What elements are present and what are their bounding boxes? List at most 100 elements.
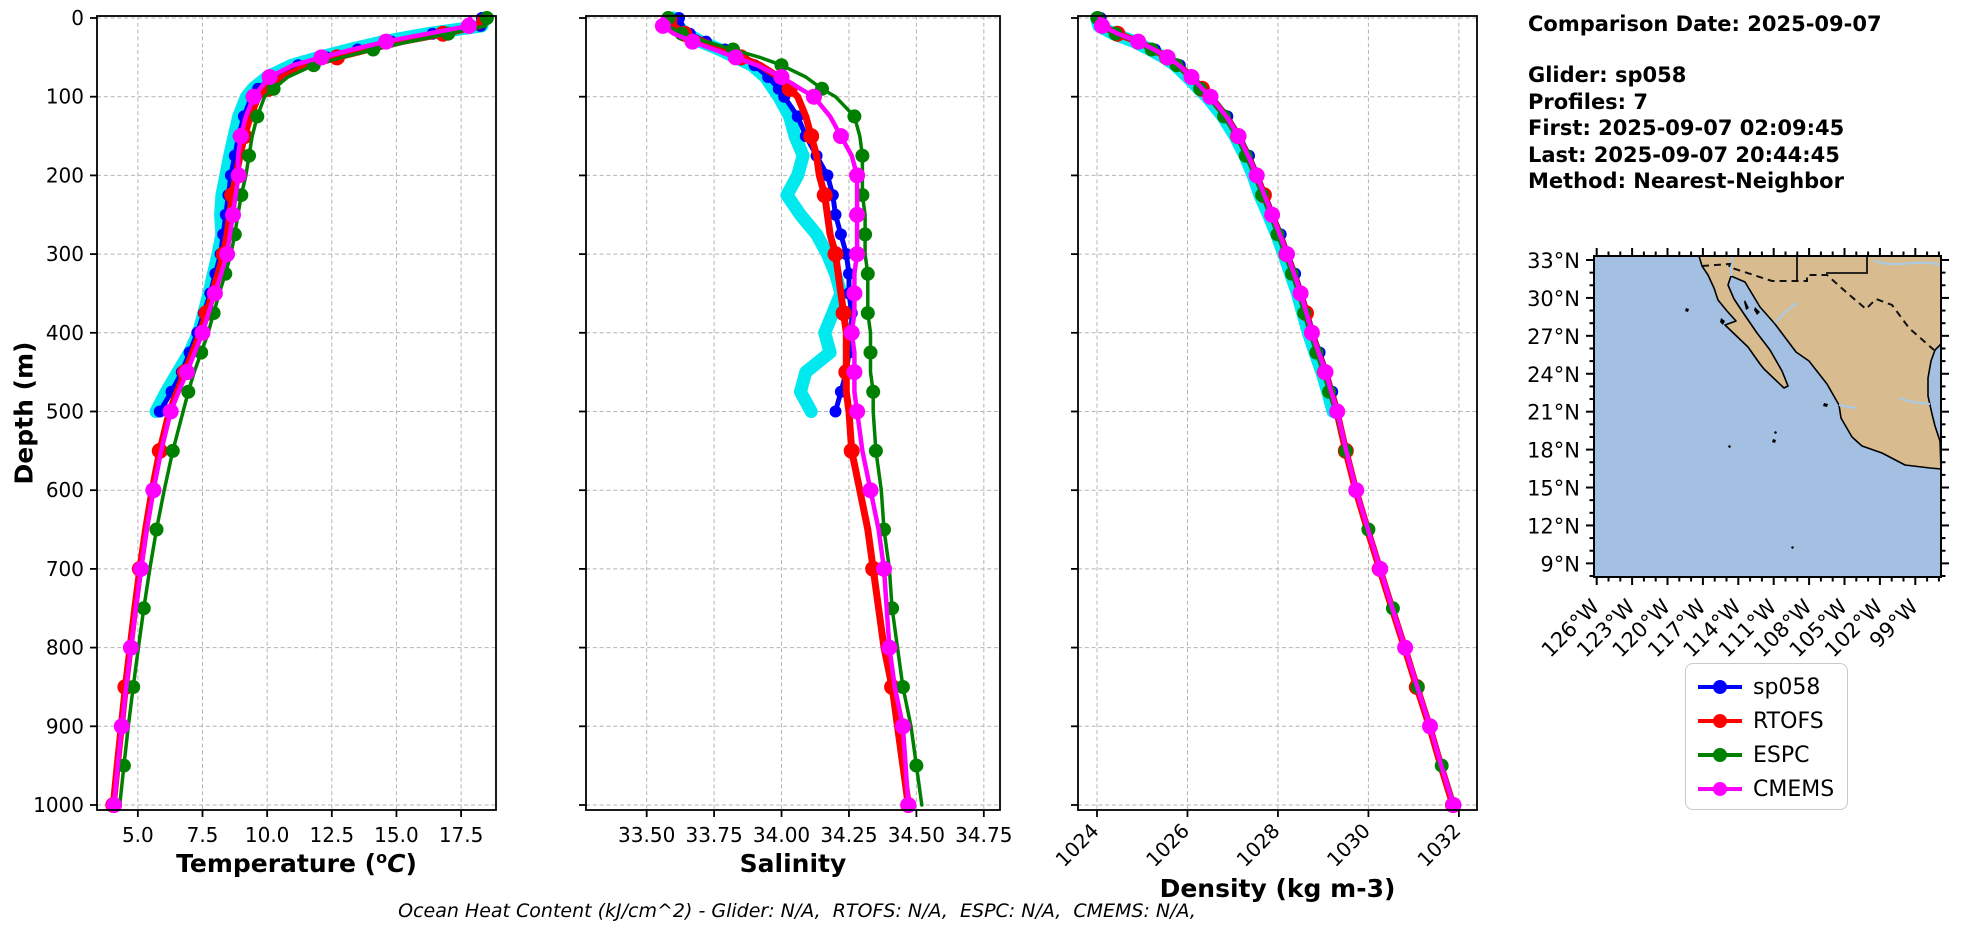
depth-tick-label: 800 (46, 636, 84, 660)
map-lat-label: 18°N (1527, 439, 1580, 463)
map-island (1685, 308, 1689, 312)
tick-marks (90, 17, 462, 817)
legend: sp058 RTOFS ESPC CMEMS (1685, 663, 1848, 810)
depth-tick-label: 400 (46, 321, 84, 345)
series-glider-raw (667, 11, 848, 418)
legend-label: RTOFS (1753, 708, 1824, 734)
series-CMEMS (654, 15, 917, 813)
depth-tick-label: 1000 (33, 793, 84, 817)
x-tick-label: 1024 (1051, 819, 1104, 872)
series-RTOFS (1095, 14, 1461, 813)
legend-item-sp058: sp058 (1696, 670, 1847, 704)
depth-tick-label: 500 (46, 400, 84, 424)
map-lat-label: 12°N (1527, 514, 1580, 538)
glider-name-text: Glider: sp058 (1528, 63, 1687, 87)
x-tick-label: 34.75 (955, 823, 1012, 847)
map-island (1772, 439, 1776, 443)
grid (97, 16, 496, 810)
series-CMEMS-markers (654, 17, 917, 813)
series-sp058-markers (1094, 12, 1345, 418)
tick-marks (1071, 17, 1460, 817)
map-island (1744, 300, 1749, 310)
x-tick-label: 1030 (1322, 819, 1375, 872)
series-ESPC-markers (116, 11, 494, 773)
legend-marker-icon (1698, 748, 1742, 762)
glider-info-group: Glider: sp058 Profiles: 7 First: 2025-09… (1528, 62, 1968, 195)
depth-axis-label: Depth (m) (9, 341, 39, 485)
density-panel: 1024 1026 1028 1030 1032 Density (kg m-3) (1051, 11, 1478, 903)
map-island (1823, 403, 1828, 407)
legend-label: CMEMS (1753, 776, 1835, 802)
info-panel: Comparison Date: 2025-09-07 Glider: sp05… (1528, 12, 1968, 195)
legend-label: ESPC (1753, 742, 1810, 768)
legend-item-CMEMS: CMEMS (1696, 772, 1847, 806)
temperature-axes-frame (96, 15, 497, 811)
map-lat-label: 27°N (1527, 325, 1580, 349)
last-profile-time-text: Last: 2025-09-07 20:44:45 (1528, 142, 1840, 167)
temperature-panel: 5.0 7.5 10.0 12.5 15.0 17.5 0 100 200 300 400 500 60… (33, 6, 497, 878)
series-CMEMS-markers (106, 17, 477, 813)
x-tick-label: 12.5 (310, 823, 355, 847)
series-glider-raw-line (1090, 11, 1340, 418)
x-tick-label: 1026 (1141, 819, 1194, 872)
series-ESPC (1090, 11, 1457, 807)
method-text: Method: Nearest-Neighbor (1528, 169, 1844, 193)
legend-marker-icon (1698, 680, 1742, 694)
ohc-footer-text: Ocean Heat Content (kJ/cm^2) - Glider: N… (398, 900, 1196, 922)
salinity-axis-title: Salinity (740, 849, 847, 878)
map-island (1720, 318, 1725, 325)
legend-label: sp058 (1753, 674, 1821, 700)
x-tick-label: 33.50 (618, 823, 675, 847)
profiles-count-text: Profiles: 7 (1528, 89, 1649, 114)
series-CMEMS (1094, 15, 1462, 813)
temperature-axis-title: Temperature (oC) (176, 848, 417, 878)
salinity-axes-frame (585, 15, 1001, 811)
x-tick-label: 34.00 (753, 823, 810, 847)
tick-marks (579, 17, 985, 817)
series-RTOFS-markers (105, 25, 451, 813)
map-rivers (1730, 255, 1942, 409)
legend-item-ESPC: ESPC (1696, 738, 1847, 772)
depth-tick-label: 0 (71, 6, 84, 30)
comparison-date-text: Comparison Date: 2025-09-07 (1528, 12, 1882, 36)
depth-tick-label: 100 (46, 85, 84, 109)
x-tick-label: 5.0 (122, 823, 154, 847)
legend-item-RTOFS: RTOFS (1696, 704, 1847, 738)
x-tick-label: 15.0 (374, 823, 419, 847)
series-CMEMS-markers (1094, 17, 1462, 813)
legend-marker-icon (1698, 782, 1742, 796)
series-RTOFS-markers (1109, 25, 1461, 813)
map-island (1754, 307, 1760, 315)
map-lat-label: 24°N (1527, 363, 1580, 387)
x-tick-label: 10.0 (245, 823, 290, 847)
map-island (1791, 546, 1794, 549)
depth-tick-label: 700 (46, 557, 84, 581)
map-island (1774, 431, 1777, 434)
series-sp058 (1094, 12, 1345, 418)
map-ticks (1586, 248, 1949, 585)
series-ESPC-markers (1090, 11, 1449, 773)
x-tick-label: 17.5 (439, 823, 484, 847)
map-lat-label: 33°N (1527, 249, 1580, 273)
depth-tick-label: 300 (46, 242, 84, 266)
depth-tick-label: 900 (46, 714, 84, 738)
map-island (1728, 445, 1731, 448)
legend-marker-icon (1698, 714, 1742, 728)
x-tick-label: 1032 (1412, 819, 1465, 872)
depth-tick-label: 600 (46, 478, 84, 502)
density-axis-title: Density (kg m-3) (1160, 874, 1396, 903)
x-tick-label: 33.75 (685, 823, 742, 847)
map-state-lines (1796, 256, 1868, 281)
map-lat-label: 30°N (1527, 287, 1580, 311)
map-border-dashed (1701, 262, 1935, 351)
series-CMEMS (106, 15, 477, 813)
map-lat-label: 21°N (1527, 401, 1580, 425)
x-tick-label: 34.50 (888, 823, 945, 847)
series-glider-raw-line (667, 11, 848, 418)
map-lat-label: 15°N (1527, 477, 1580, 501)
depth-tick-label: 200 (46, 163, 84, 187)
salinity-panel: 33.50 33.75 34.00 34.25 34.50 34.75 Salinity (579, 11, 1012, 878)
x-tick-label: 7.5 (187, 823, 219, 847)
